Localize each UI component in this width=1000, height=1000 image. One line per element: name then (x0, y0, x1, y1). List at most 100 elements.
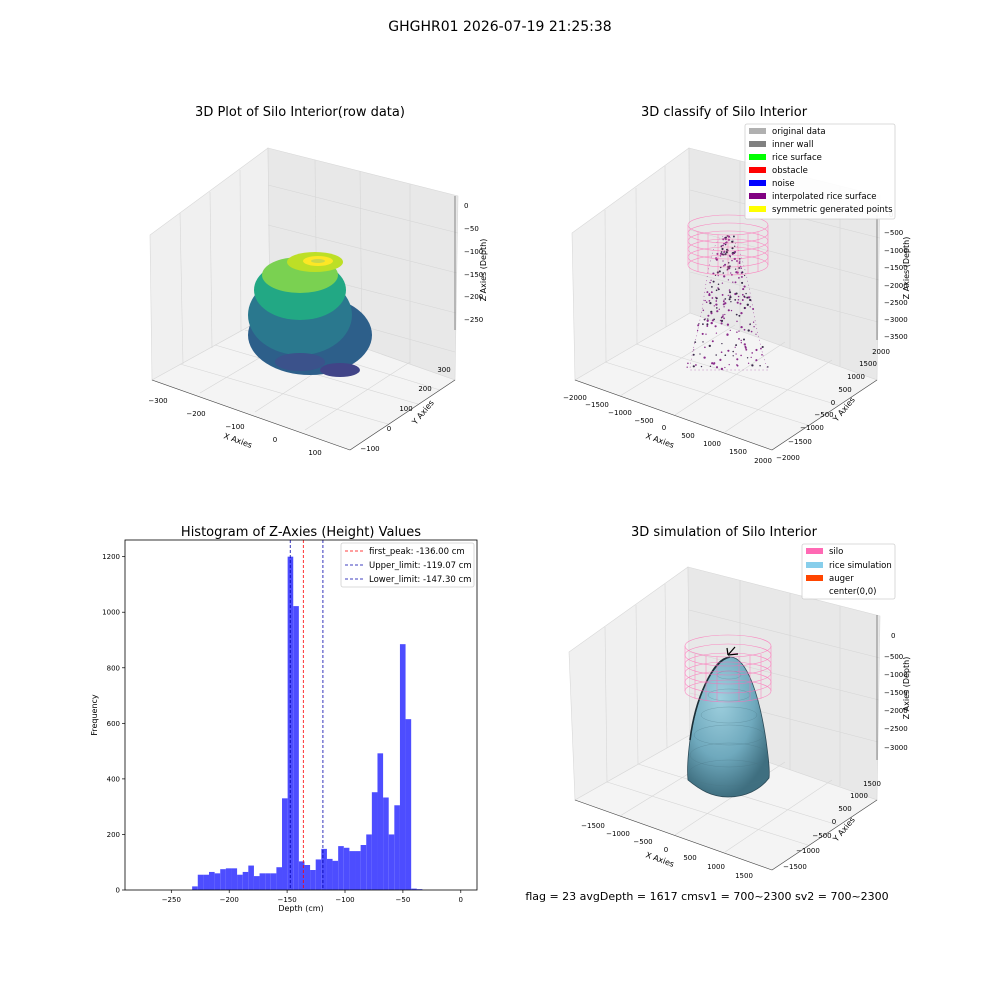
legend-swatch-symmetric (749, 206, 766, 212)
hist-y-tick-label: 1000 (102, 609, 120, 617)
classify-point (717, 287, 719, 289)
classify-point (729, 256, 731, 258)
classify-point (731, 240, 734, 243)
classify-point (738, 338, 740, 340)
classify-point (705, 301, 708, 303)
panel-classify-y-tick-label: 0 (831, 399, 835, 407)
classify-point (741, 271, 744, 274)
classify-point (727, 262, 730, 264)
hist-bar (253, 876, 260, 890)
hist-bar (276, 867, 283, 890)
classify-point (708, 293, 711, 297)
hist-bar (383, 797, 389, 890)
classify-point (686, 366, 688, 368)
classify-point (706, 291, 709, 294)
classify-point (714, 325, 717, 328)
hist-bar (209, 871, 215, 890)
panel-raw-z-tick-label: −100 (464, 248, 483, 256)
hist-plot-frame (124, 539, 478, 891)
classify-point (693, 349, 695, 351)
hist-title: Histogram of Z-Axies (Height) Values (181, 525, 421, 540)
classify-point (706, 319, 709, 322)
classify-point (723, 265, 725, 267)
hist-x-tick-label: −250 (162, 896, 181, 904)
panel-classify-z-tick-label: −3000 (884, 316, 908, 324)
classify-point (710, 279, 712, 281)
classify-point (741, 281, 744, 284)
classify-point (749, 323, 751, 325)
classify-point (695, 364, 697, 366)
classify-point (735, 344, 738, 347)
panel-classify-x-tick-label: 500 (681, 432, 694, 440)
classify-point (746, 296, 749, 299)
panel-histogram: Histogram of Z-Axies (Height) Values −25… (90, 525, 478, 913)
classify-point (724, 263, 727, 266)
classify-point (723, 306, 725, 308)
classify-point (737, 295, 740, 298)
classify-point (702, 341, 704, 343)
hist-bar (298, 861, 305, 890)
classify-point (742, 288, 745, 291)
classify-point (722, 314, 724, 316)
classify-point (730, 301, 732, 303)
legend-label: original data (772, 127, 826, 137)
legend-label: interpolated rice surface (772, 192, 877, 202)
classify-point (720, 251, 723, 253)
panel-simulation-y-tick-label: 1000 (850, 792, 868, 800)
classify-point (707, 318, 709, 320)
classify-point (759, 364, 761, 367)
classify-point (740, 339, 742, 342)
hist-bar (231, 868, 238, 890)
legend-swatch-auger (806, 575, 823, 581)
panel-simulation-z-tick-label: 0 (891, 632, 895, 640)
panel-classify-y-tick-label: 2000 (872, 348, 890, 356)
classify-point (717, 283, 720, 286)
classify-point (723, 299, 725, 301)
classify-point (740, 354, 742, 357)
classify-point (755, 359, 758, 362)
panel-simulation-z-label: Z Axies (Depth) (902, 657, 911, 720)
panel-classify-x-tick-label: −1500 (585, 401, 609, 409)
classify-point (723, 251, 725, 253)
hist-bar (197, 874, 204, 890)
classify-point (716, 310, 719, 313)
hist-bar (282, 798, 288, 890)
classify-point (694, 341, 697, 343)
panel-classify-y-tick-label: 500 (838, 386, 851, 394)
classify-point (709, 301, 712, 305)
classify-point (713, 305, 715, 307)
panel-raw-scatter (248, 252, 372, 377)
classify-point (740, 275, 743, 278)
classify-point (753, 325, 755, 328)
classify-point (720, 367, 724, 371)
legend-swatch-interpolated (749, 193, 766, 199)
panel-simulation-z-tick-label: −500 (884, 653, 903, 661)
classify-point (726, 333, 729, 336)
panel-raw-y-tick-label: 300 (437, 366, 450, 374)
classify-point (718, 270, 721, 273)
panel-raw-y-tick-label: 0 (387, 425, 391, 433)
hist-bar (315, 859, 322, 890)
panel-simulation-x-tick-label: 1000 (707, 863, 725, 871)
hist-bar (338, 846, 344, 890)
panel-classify-z-tick-label: −3500 (884, 333, 908, 341)
classify-point (732, 355, 734, 357)
classify-point (732, 235, 735, 238)
legend-label: Lower_limit: -147.30 cm (369, 575, 471, 585)
classify-point (749, 306, 751, 308)
panel-simulation-center-marker (726, 646, 739, 656)
classify-point (706, 323, 709, 326)
classify-point (715, 296, 717, 299)
hist-bar (237, 874, 243, 890)
classify-point (729, 294, 731, 297)
panel-classify-z-tick-label: −500 (884, 229, 903, 237)
classify-point (743, 295, 746, 298)
hist-bar (349, 851, 356, 890)
classify-point (736, 358, 739, 361)
classify-point (723, 275, 726, 278)
panel-classify-z-label: Z Axies (Depth) (902, 237, 911, 300)
classify-point (729, 295, 732, 299)
classify-point (736, 320, 738, 323)
classify-point (721, 244, 723, 247)
